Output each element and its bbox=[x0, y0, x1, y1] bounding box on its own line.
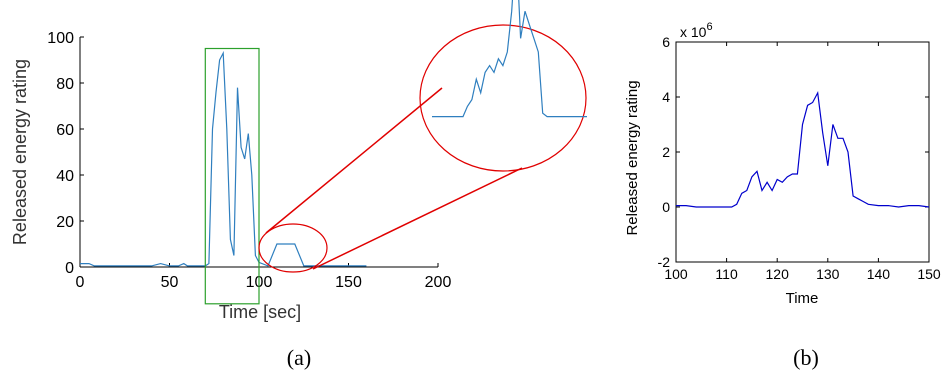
panel-b-ticks bbox=[675, 41, 930, 263]
panel-b-y-label: Released energy rating bbox=[624, 80, 641, 235]
panel-b-exponent-power: 6 bbox=[706, 21, 712, 33]
panel-b-y-tick-label: 0 bbox=[662, 199, 670, 215]
panel-b-y-tick-label: 6 bbox=[662, 34, 670, 50]
panel-a-x-tick-label: 200 bbox=[425, 274, 452, 291]
panel-a-x-label: Time [sec] bbox=[219, 302, 301, 322]
panel-a-y-tick-label: 0 bbox=[65, 260, 74, 277]
panel-b-x-tick-label: 140 bbox=[867, 266, 891, 282]
panel-a-x-tick-label: 50 bbox=[161, 274, 179, 291]
panel-b-y-tick-label: 2 bbox=[662, 144, 670, 160]
panel-a-x-tick-label: 0 bbox=[76, 274, 85, 291]
panel-b-series-line bbox=[676, 90, 930, 208]
panel-b-tick-labels: 100 110 120 130 140 150 -2 0 2 4 6 bbox=[658, 34, 941, 282]
panel-b-y-tick-label: -2 bbox=[658, 254, 671, 270]
panel-a-y-tick-label: 100 bbox=[47, 30, 74, 47]
panel-a-y-label: Released energy rating bbox=[10, 59, 30, 245]
panel-b-exponent-base: x 10 bbox=[680, 24, 707, 40]
panel-a-y-tick-label: 80 bbox=[56, 76, 74, 93]
panel-a-x-tick-label: 150 bbox=[335, 274, 362, 291]
panel-a-y-tick-label: 40 bbox=[56, 168, 74, 185]
panel-a-zoom-circle bbox=[258, 223, 328, 273]
panel-b-y-tick-label: 4 bbox=[662, 89, 670, 105]
panel-a-zoom-line-lower bbox=[312, 167, 523, 270]
panel-b-x-tick-label: 150 bbox=[917, 266, 941, 282]
panel-a-magnified-series-line bbox=[432, 0, 587, 118]
panel-b-x-tick-label: 110 bbox=[715, 266, 738, 282]
panel-b-caption: (b) bbox=[793, 345, 819, 370]
panel-a-magnified-circle bbox=[419, 24, 587, 172]
panel-a-y-tick-label: 20 bbox=[56, 214, 74, 231]
panel-b-x-tick-label: 130 bbox=[816, 266, 840, 282]
panel-b-x-tick-label: 120 bbox=[766, 266, 790, 282]
panel-b-x-tick-label: 100 bbox=[664, 266, 688, 282]
panel-a-series-line bbox=[80, 50, 367, 267]
panel-b-x-label: Time bbox=[786, 290, 819, 307]
panel-a-highlight-box bbox=[204, 47, 260, 305]
panel-a-zoom-line-upper bbox=[265, 87, 443, 234]
panel-b-exponent: x 106 bbox=[680, 21, 713, 40]
panel-b-plot-box bbox=[675, 41, 930, 263]
panel-a-y-tick-label: 60 bbox=[56, 122, 74, 139]
panel-a-caption: (a) bbox=[287, 345, 311, 370]
